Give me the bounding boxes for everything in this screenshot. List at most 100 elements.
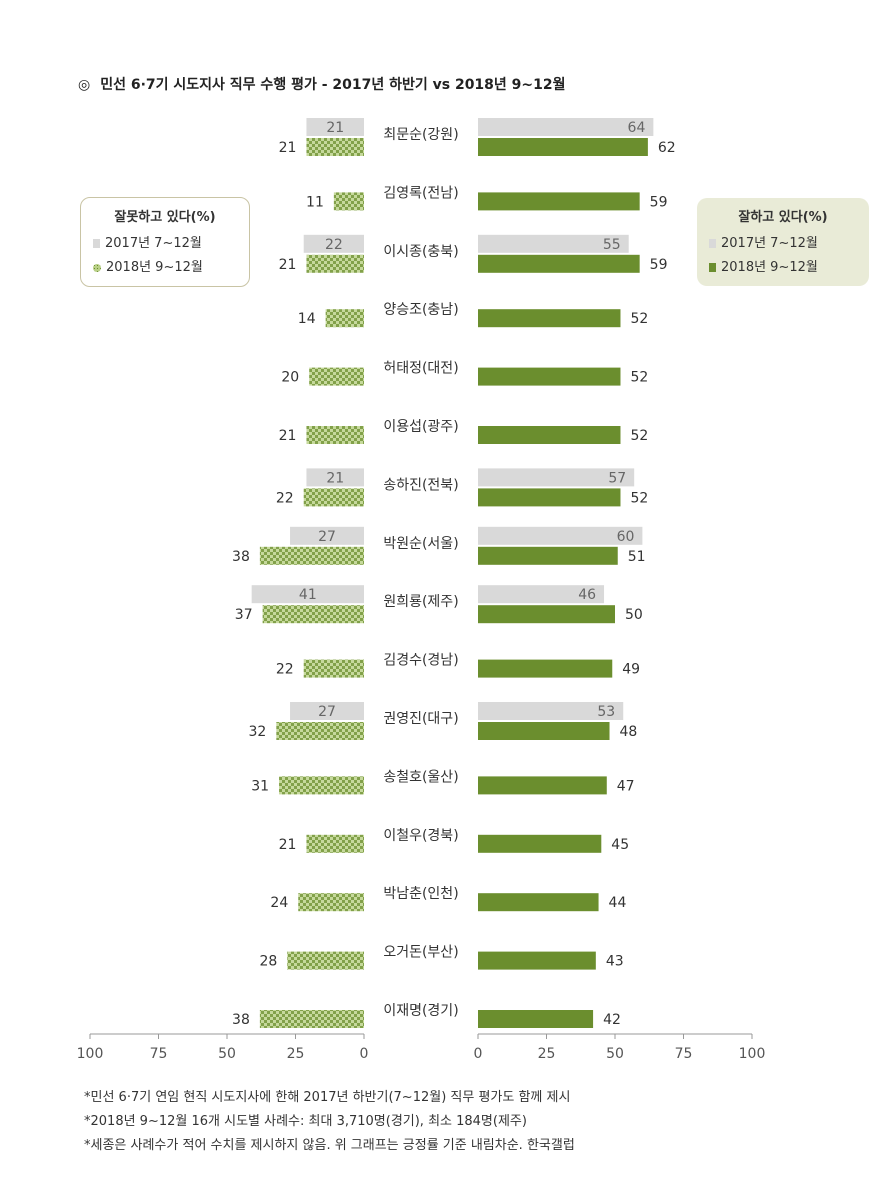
bar-positive-2018	[478, 951, 596, 970]
category-label: 원희룡(제주)	[383, 594, 458, 610]
bar-negative-2018	[306, 254, 364, 273]
category-label: 허태정(대전)	[383, 361, 458, 377]
value-label-negative-2018: 21	[279, 257, 297, 273]
bar-positive-2018	[478, 192, 640, 211]
value-label-negative-2018: 21	[279, 837, 297, 853]
footnotes: *민선 6·7기 연임 현직 시도지사에 한해 2017년 하반기(7~12월)…	[84, 1086, 575, 1158]
legend-negative-label-2018: 2018년 9~12월	[106, 260, 203, 275]
right-axis-tick-label: 75	[675, 1046, 693, 1062]
value-label-positive-2018: 52	[630, 428, 648, 444]
category-label: 박남춘(인천)	[383, 886, 458, 902]
category-label: 김경수(경남)	[383, 653, 458, 669]
chart-plot: 최문순(강원) 21 21 64 62 김영록(전남) 11 59 이시종(충북) 22 21 55 5…	[77, 118, 766, 1062]
bar-positive-2017	[478, 526, 643, 545]
bar-negative-2018	[259, 546, 364, 565]
bar-negative-2017	[251, 585, 364, 604]
labels-layer: 최문순(강원) 21 21 64 62 김영록(전남) 11 59 이시종(충북) 22 21 55 5…	[232, 120, 676, 1028]
value-label-positive-2018: 44	[609, 895, 627, 911]
legend-grey-swatch-icon	[709, 239, 716, 248]
legend-positive-label-2018: 2018년 9~12월	[721, 260, 818, 275]
left-axis-tick-label: 25	[287, 1046, 305, 1062]
value-label-negative-2017: 27	[318, 704, 336, 720]
right-axis-tick-label: 25	[538, 1046, 556, 1062]
value-label-positive-2017: 53	[597, 704, 615, 720]
value-label-positive-2017: 60	[617, 529, 635, 545]
category-label: 송철호(울산)	[383, 769, 458, 785]
bar-positive-2018	[478, 722, 610, 740]
left-axis-tick-label: 0	[360, 1046, 369, 1062]
axis-layer: 100 75 50 25 0 0 25 50 75 100	[77, 1033, 766, 1062]
bar-positive-2018	[478, 254, 640, 273]
category-label: 오거돈(부산)	[383, 945, 458, 961]
value-label-positive-2018: 62	[658, 140, 676, 156]
value-label-negative-2018: 14	[298, 311, 316, 327]
title-marker-icon: ◎	[78, 77, 91, 93]
category-label: 최문순(강원)	[383, 127, 458, 143]
value-label-negative-2018: 31	[251, 778, 269, 794]
value-label-negative-2018: 37	[235, 607, 253, 623]
bar-negative-2017	[290, 702, 364, 720]
value-label-negative-2018: 38	[232, 1012, 250, 1028]
legend-negative-title: 잘못하고 있다(%)	[114, 210, 216, 225]
bar-positive-2017	[478, 118, 654, 136]
bar-positive-2017	[478, 234, 629, 253]
bar-negative-2017	[303, 234, 364, 253]
category-label: 이용섭(광주)	[383, 419, 458, 435]
value-label-positive-2018: 51	[628, 549, 646, 565]
value-label-negative-2017: 21	[326, 470, 344, 486]
footnote-3: *세종은 사례수가 적어 수치를 제시하지 않음. 위 그래프는 긍정률 기준 …	[84, 1138, 575, 1153]
bar-positive-2017	[478, 468, 635, 487]
value-label-negative-2018: 21	[279, 140, 297, 156]
legend-positive-item-2018: 2018년 9~12월	[709, 256, 857, 280]
title-text: 민선 6·7기 시도지사 직무 수행 평가 - 2017년 하반기 vs 201…	[100, 77, 566, 93]
bar-negative-2018	[306, 426, 364, 444]
bar-negative-2018	[298, 893, 364, 912]
legend-negative-label-2017: 2017년 7~12월	[105, 236, 202, 251]
value-label-negative-2018: 38	[232, 549, 250, 565]
left-axis-tick-label: 50	[218, 1046, 236, 1062]
bar-negative-2018	[333, 192, 364, 211]
value-label-negative-2017: 27	[318, 529, 336, 545]
legend-green-swatch-icon	[709, 263, 716, 272]
bar-positive-2018	[478, 138, 648, 156]
bar-negative-2018	[325, 309, 364, 328]
category-label: 이재명(경기)	[383, 1003, 458, 1019]
value-label-positive-2018: 45	[611, 837, 629, 853]
chart-title: ◎ 민선 6·7기 시도지사 직무 수행 평가 - 2017년 하반기 vs 20…	[78, 74, 566, 94]
value-label-positive-2018: 52	[630, 490, 648, 506]
value-label-negative-2017: 41	[299, 587, 317, 603]
value-label-positive-2018: 50	[625, 607, 643, 623]
bar-negative-2018	[279, 776, 364, 795]
value-label-negative-2017: 22	[325, 237, 343, 253]
value-label-positive-2017: 57	[608, 470, 626, 486]
bar-positive-2018	[478, 659, 613, 678]
legend-check-swatch-icon	[93, 263, 101, 272]
value-label-negative-2018: 21	[279, 428, 297, 444]
bar-negative-2017	[290, 526, 364, 545]
value-label-positive-2018: 59	[650, 194, 668, 210]
bar-negative-2018	[262, 605, 364, 624]
value-label-negative-2018: 22	[276, 662, 294, 678]
bar-negative-2018	[303, 659, 364, 678]
bar-negative-2017	[306, 468, 364, 487]
legend-negative: 잘못하고 있다(%) 2017년 7~12월 2018년 9~12월	[80, 197, 250, 287]
value-label-positive-2018: 48	[620, 724, 638, 740]
value-label-negative-2018: 32	[248, 724, 266, 740]
bar-positive-2018	[478, 488, 621, 507]
bar-negative-2018	[287, 951, 364, 970]
bar-negative-2018	[303, 488, 364, 507]
category-label: 이시종(충북)	[383, 244, 458, 260]
bar-positive-2018	[478, 605, 615, 624]
value-label-negative-2018: 20	[281, 370, 299, 386]
right-axis-tick-label: 100	[739, 1046, 766, 1062]
category-label: 이철우(경북)	[383, 828, 458, 844]
value-label-positive-2018: 59	[650, 257, 668, 273]
bar-negative-2018	[276, 722, 364, 740]
left-axis-tick-label: 75	[150, 1046, 168, 1062]
bar-positive-2018	[478, 367, 621, 386]
legend-positive-label-2017: 2017년 7~12월	[721, 236, 818, 251]
value-label-positive-2018: 47	[617, 778, 635, 794]
bar-positive-2017	[478, 585, 605, 604]
right-axis-tick-label: 0	[474, 1046, 483, 1062]
